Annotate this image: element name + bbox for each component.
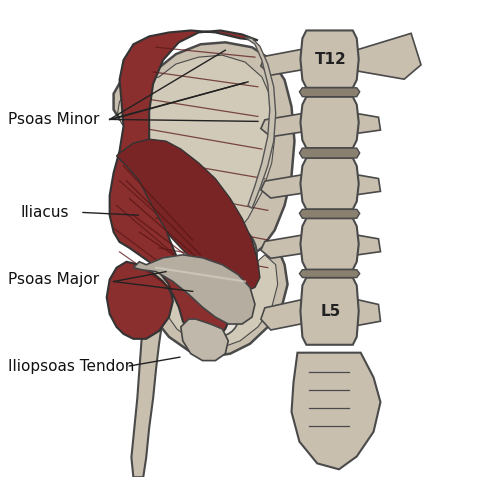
Polygon shape xyxy=(140,248,288,357)
Polygon shape xyxy=(261,235,304,258)
Polygon shape xyxy=(300,30,358,88)
Text: L5: L5 xyxy=(321,304,341,319)
Text: Psoas Minor: Psoas Minor xyxy=(8,112,99,127)
Polygon shape xyxy=(292,353,380,469)
Polygon shape xyxy=(261,174,304,198)
Polygon shape xyxy=(300,218,358,270)
Polygon shape xyxy=(181,319,228,360)
Polygon shape xyxy=(261,49,304,75)
Polygon shape xyxy=(134,255,255,324)
Polygon shape xyxy=(300,148,360,158)
Polygon shape xyxy=(116,139,260,291)
Polygon shape xyxy=(355,235,380,255)
Polygon shape xyxy=(355,33,421,79)
Text: Iliopsoas Tendon: Iliopsoas Tendon xyxy=(8,359,134,374)
Polygon shape xyxy=(156,255,278,349)
Text: T12: T12 xyxy=(315,52,347,67)
Ellipse shape xyxy=(186,300,238,338)
Polygon shape xyxy=(261,113,304,137)
Polygon shape xyxy=(300,277,358,345)
Circle shape xyxy=(194,223,257,287)
Polygon shape xyxy=(300,96,358,148)
Polygon shape xyxy=(245,37,276,208)
Polygon shape xyxy=(106,30,258,341)
Polygon shape xyxy=(140,262,188,297)
Polygon shape xyxy=(114,42,294,262)
Polygon shape xyxy=(355,174,380,195)
Polygon shape xyxy=(261,299,304,330)
Polygon shape xyxy=(300,88,360,96)
Polygon shape xyxy=(355,299,380,326)
Circle shape xyxy=(206,235,245,275)
Polygon shape xyxy=(300,270,360,277)
Polygon shape xyxy=(118,55,276,248)
Text: Psoas Major: Psoas Major xyxy=(8,272,99,287)
Text: Iliacus: Iliacus xyxy=(20,205,69,220)
Polygon shape xyxy=(300,158,358,209)
Polygon shape xyxy=(300,209,360,218)
Polygon shape xyxy=(132,262,222,477)
Polygon shape xyxy=(355,113,380,134)
